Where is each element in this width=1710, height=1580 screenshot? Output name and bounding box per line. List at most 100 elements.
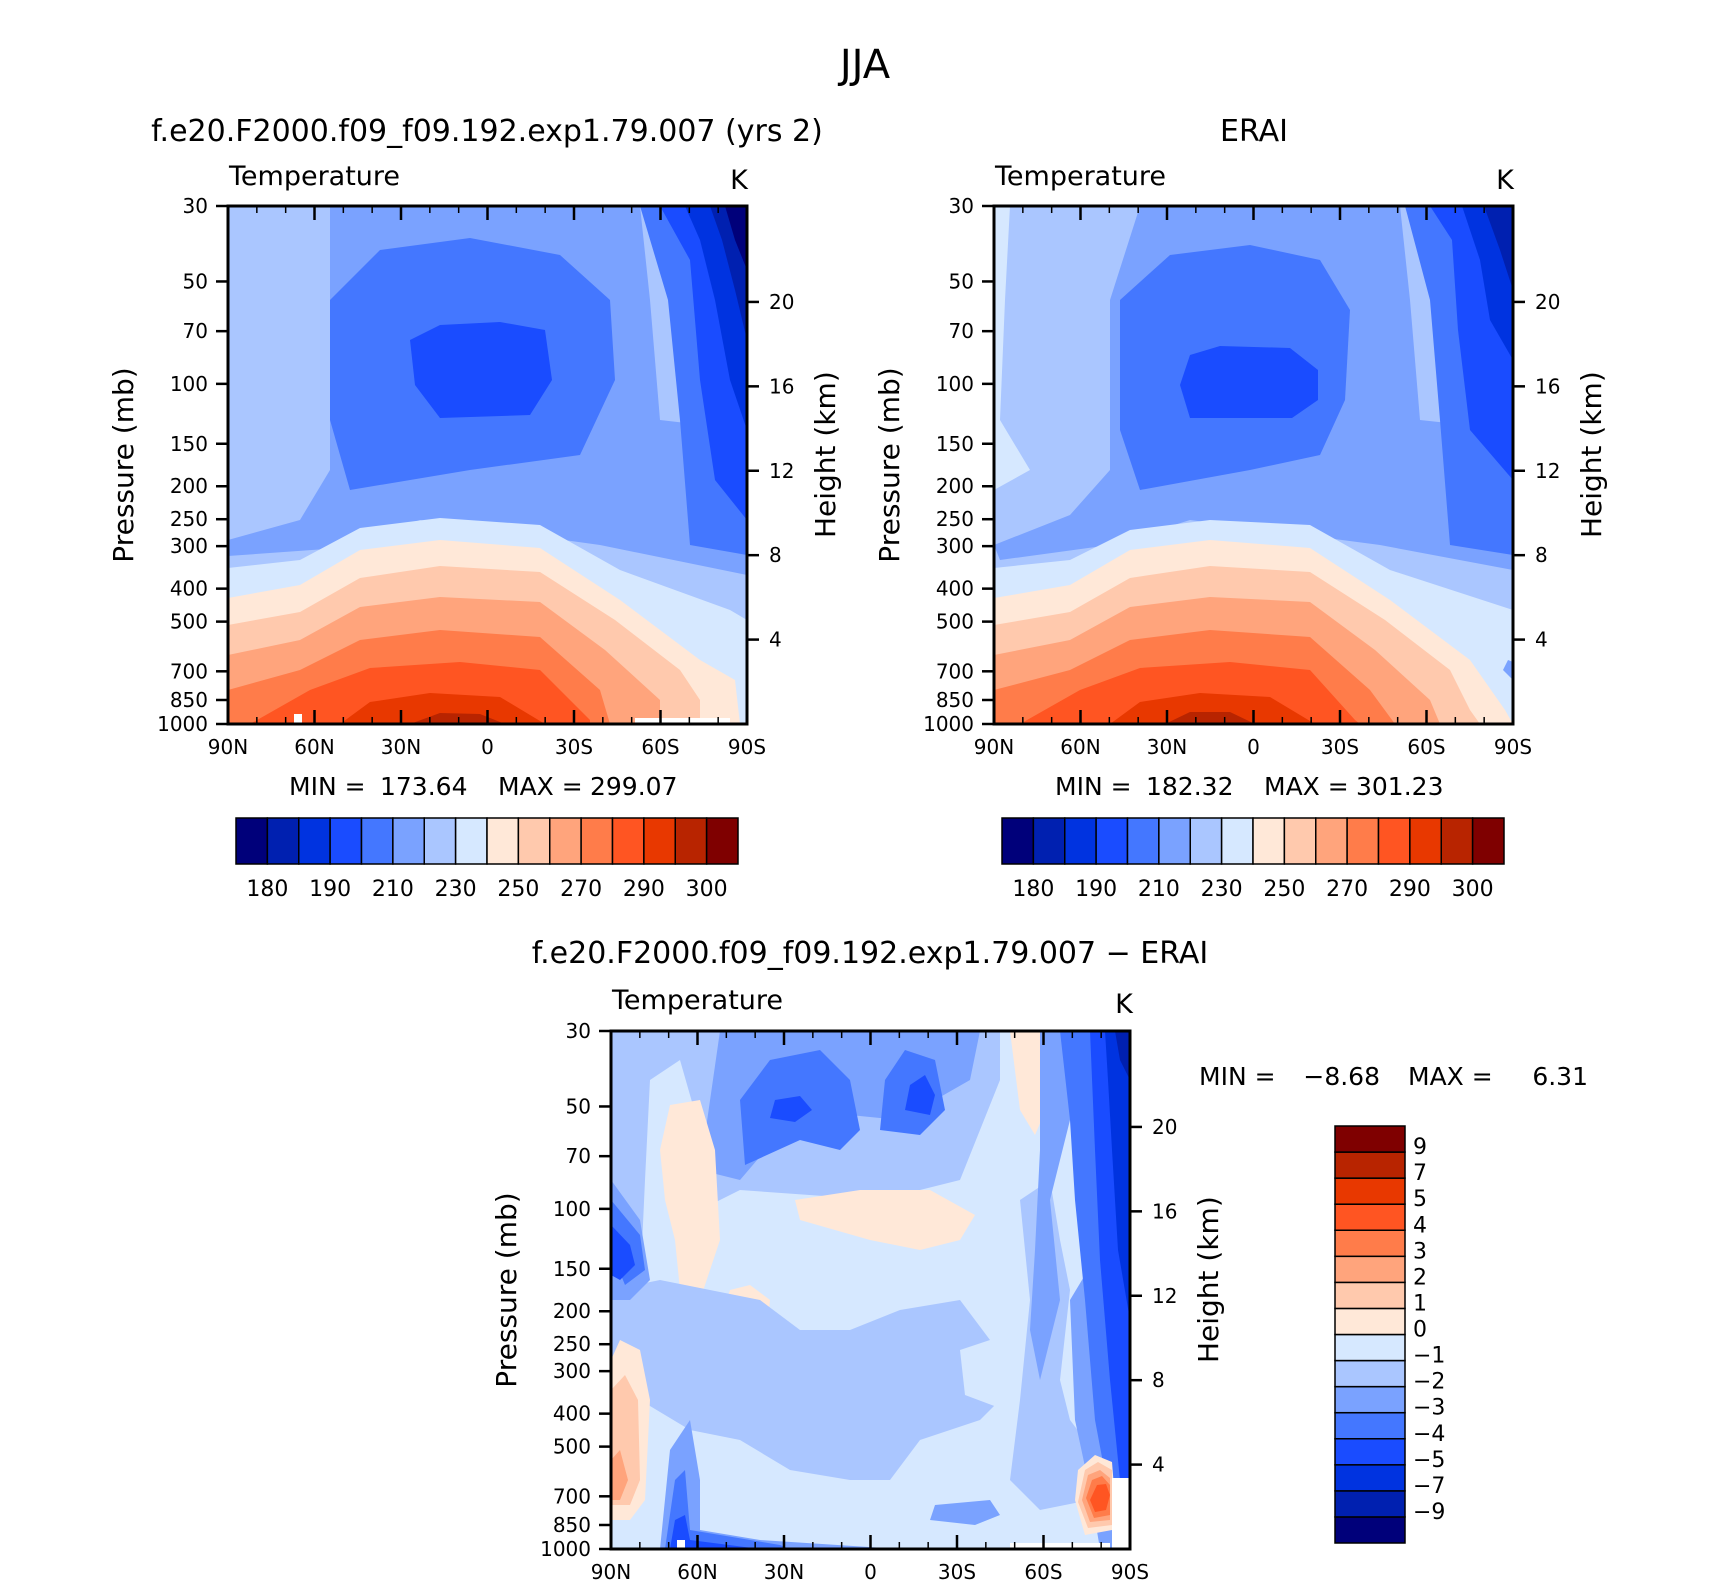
units-label: K [1115, 989, 1134, 1020]
contour-band [611, 1280, 1020, 1480]
x-tick-label: 60N [677, 1560, 717, 1580]
x-tick-label: 90S [1111, 1560, 1149, 1580]
colorbar-swatch [423, 817, 457, 865]
colorbar-label: 270 [560, 877, 602, 902]
x-tick-label: 90N [208, 735, 248, 759]
figure-title: JJA [837, 42, 891, 88]
y-right-axis-label: Height (km) [809, 371, 842, 538]
y-tick-label: 200 [936, 474, 974, 498]
colorbar-swatch [643, 817, 676, 865]
colorbar-label: 3 [1413, 1239, 1427, 1264]
colorbar-swatch [1252, 817, 1286, 865]
max-value: 299.07 [590, 772, 677, 801]
y-right-axis-label: Height (km) [1575, 371, 1608, 538]
colorbar-swatch [1189, 817, 1223, 865]
contour-field [994, 206, 1513, 724]
colorbar-swatch [1334, 1203, 1406, 1231]
y-tick-label: 30 [949, 194, 974, 218]
contour-band [1030, 1031, 1080, 1380]
x-tick-label: 0 [1247, 735, 1260, 759]
y-tick-label: 400 [553, 1402, 591, 1426]
colorbar-swatch [1064, 817, 1097, 865]
y-axis-label: Pressure (mb) [490, 1192, 523, 1387]
colorbar-swatch [1334, 1125, 1406, 1153]
colorbar-swatch [1334, 1255, 1406, 1284]
contour-band [725, 206, 747, 270]
contour-band [410, 713, 505, 724]
max-value: 6.31 [1532, 1062, 1588, 1091]
panel-title: f.e20.F2000.f09_f09.192.exp1.79.007 (yrs… [151, 114, 823, 149]
contour-band [930, 1500, 1000, 1525]
contour-band [611, 1225, 635, 1280]
y-tick-label: 70 [949, 319, 974, 343]
missing-data-patch [294, 714, 302, 724]
min-value: 173.64 [380, 772, 467, 801]
panel-subtitle: Temperature [228, 161, 400, 192]
y-axis-label: Pressure (mb) [873, 367, 906, 562]
contour-band [670, 1515, 760, 1549]
height-tick-label: 4 [1535, 628, 1548, 652]
colorbar-swatch [1409, 817, 1442, 865]
x-tick-label: 30N [1147, 735, 1187, 759]
height-tick-label: 16 [1535, 374, 1560, 398]
panel-title: ERAI [1220, 114, 1288, 149]
x-tick-label: 0 [864, 1560, 877, 1580]
y-tick-label: 200 [170, 474, 208, 498]
contour-band [994, 206, 1030, 490]
colorbar-label: 190 [309, 877, 351, 902]
colorbar-swatch [611, 817, 645, 865]
y-tick-label: 700 [553, 1484, 591, 1508]
colorbar-swatch [1315, 817, 1348, 865]
height-tick-label: 12 [1152, 1284, 1177, 1308]
min-value: 182.32 [1146, 772, 1233, 801]
colorbar-label: 290 [1389, 877, 1431, 902]
colorbar-swatch [517, 817, 551, 865]
colorbar-swatch [392, 817, 425, 865]
y-tick-label: 100 [553, 1197, 591, 1221]
colorbar-label: 300 [1452, 877, 1494, 902]
y-tick-label: 150 [170, 432, 208, 456]
height-tick-label: 12 [769, 459, 794, 483]
colorbar-label: 230 [1201, 877, 1243, 902]
y-tick-label: 30 [566, 1019, 591, 1043]
height-tick-label: 12 [1535, 459, 1560, 483]
min-label: MIN = [1055, 772, 1132, 801]
x-tick-label: 30S [1321, 735, 1359, 759]
panel-model: f.e20.F2000.f09_f09.192.exp1.79.007 (yrs… [107, 114, 842, 902]
colorbar-label: 4 [1413, 1213, 1427, 1238]
min-value: −8.68 [1303, 1062, 1380, 1091]
units-label: K [1496, 165, 1515, 196]
stats-line: MIN = −8.68 MAX = 6.31 [1199, 1062, 1588, 1091]
x-tick-label: 90S [1494, 735, 1532, 759]
colorbar-label: 190 [1075, 877, 1117, 902]
contour-field [228, 206, 747, 724]
y-tick-label: 300 [936, 534, 974, 558]
colorbar-label: 5 [1413, 1187, 1427, 1212]
colorbar-swatch [1334, 1411, 1406, 1440]
colorbar-label: 0 [1413, 1318, 1427, 1343]
colorbar-swatch [549, 817, 582, 865]
colorbar-label: 300 [686, 877, 728, 902]
colorbar-swatch [360, 817, 394, 865]
y-tick-label: 850 [936, 688, 974, 712]
colorbar-swatch [1334, 1281, 1406, 1310]
colorbar-swatch [1158, 817, 1191, 865]
x-tick-label: 90S [728, 735, 766, 759]
height-tick-label: 8 [769, 543, 782, 567]
contour-band [1180, 346, 1318, 418]
max-label: MAX = [1264, 772, 1349, 801]
y-tick-label: 50 [183, 269, 208, 293]
colorbar-swatch [1334, 1464, 1406, 1492]
axes: 90N 60N 30N 0 30S 60S 90S 30 50 70 100 150 200 250 300… [107, 194, 842, 759]
y-tick-label: 100 [936, 372, 974, 396]
units-label: K [730, 165, 749, 196]
y-tick-label: 500 [936, 610, 974, 634]
colorbar-label: 180 [246, 877, 288, 902]
contour-band [795, 1190, 975, 1250]
panel-difference: f.e20.F2000.f09_f09.192.exp1.79.007 − ER… [490, 936, 1588, 1580]
colorbar-swatch [1095, 817, 1129, 865]
contour-band [1090, 1484, 1110, 1512]
min-label: MIN = [1199, 1062, 1276, 1091]
x-tick-label: 30N [381, 735, 421, 759]
colorbar-swatch [266, 817, 300, 865]
